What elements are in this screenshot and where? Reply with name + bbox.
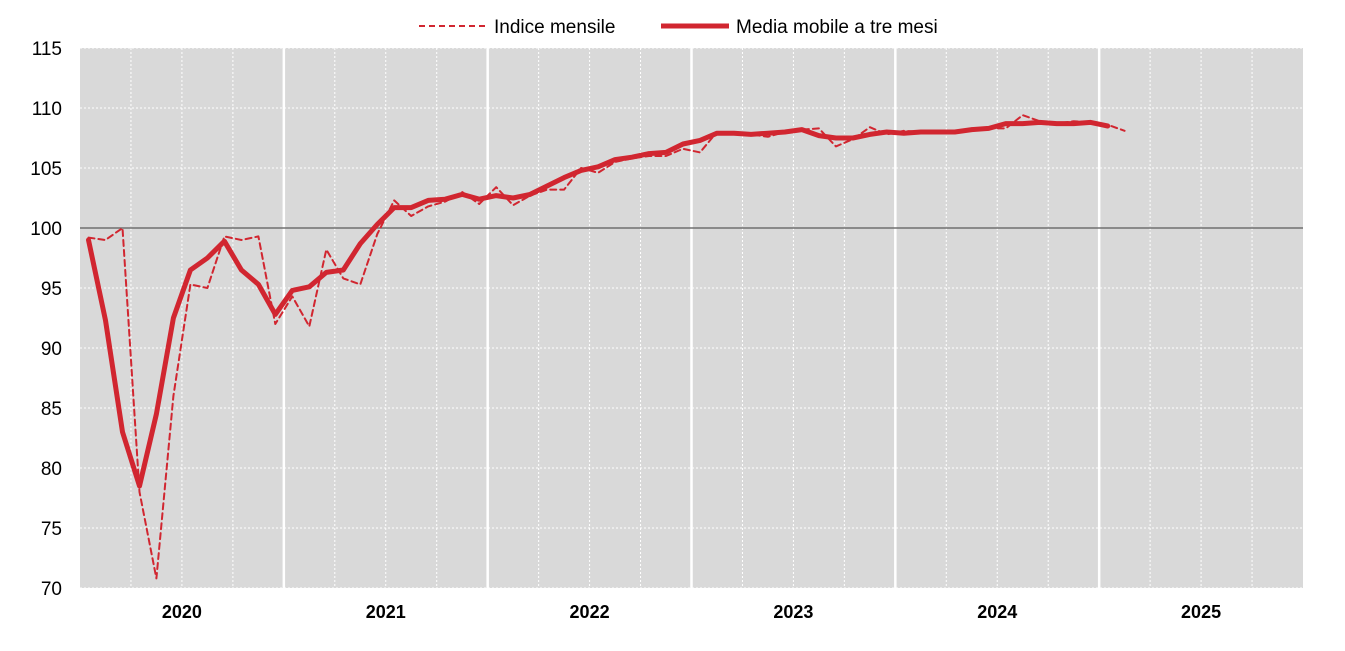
x-tick-label: 2022 — [570, 602, 610, 622]
x-tick-label: 2023 — [773, 602, 813, 622]
series-line-media-mobile — [86, 119, 1111, 489]
series-layer — [86, 114, 1126, 580]
x-axis-tick-labels: 2020 2021 2022 2023 2024 2025 — [162, 602, 1221, 622]
vertical-gridlines — [130, 48, 1253, 588]
y-axis-tick-labels: 70 75 80 85 90 95 100 105 110 115 — [30, 39, 62, 600]
legend-label-media-mobile: Media mobile a tre mesi — [736, 17, 938, 38]
x-tick-label: 2024 — [977, 602, 1017, 622]
y-tick-label: 70 — [41, 579, 62, 600]
y-tick-label: 75 — [41, 519, 62, 540]
y-tick-label: 105 — [30, 159, 62, 180]
legend-label-indice-mensile: Indice mensile — [494, 17, 615, 38]
y-tick-label: 115 — [32, 39, 62, 60]
y-tick-label: 80 — [41, 459, 62, 480]
y-tick-label: 95 — [41, 279, 62, 300]
x-tick-label: 2025 — [1181, 602, 1221, 622]
x-tick-label: 2021 — [366, 602, 406, 622]
y-tick-label: 85 — [41, 399, 62, 420]
legend: Indice mensile Media mobile a tre mesi — [419, 17, 938, 38]
y-tick-label: 110 — [32, 99, 62, 120]
y-tick-label: 90 — [41, 339, 62, 360]
y-tick-label: 100 — [30, 219, 62, 240]
x-tick-label: 2020 — [162, 602, 202, 622]
